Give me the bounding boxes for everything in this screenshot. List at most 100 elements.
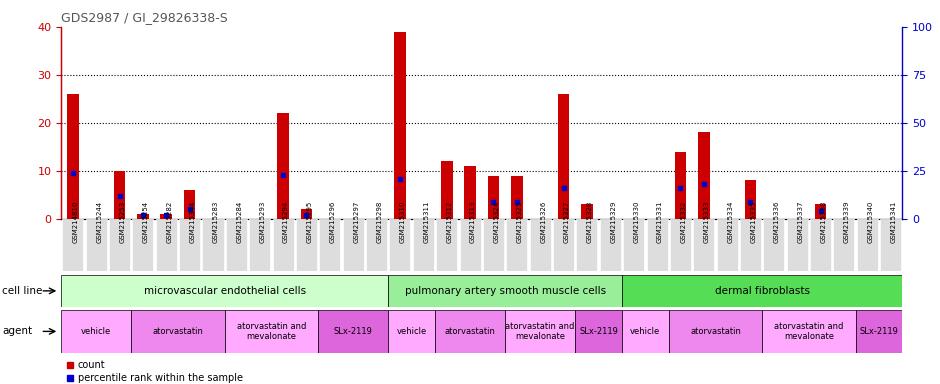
Legend: count, percentile rank within the sample: count, percentile rank within the sample [66,360,243,383]
FancyBboxPatch shape [810,219,831,271]
Bar [161,214,172,219]
Text: dermal fibroblasts: dermal fibroblasts [714,286,809,296]
Bar [575,310,622,353]
Text: pulmonary artery smooth muscle cells: pulmonary artery smooth muscle cells [404,286,605,296]
Text: GSM215310: GSM215310 [400,200,406,243]
Text: SLx-2119: SLx-2119 [859,327,899,336]
FancyBboxPatch shape [763,219,784,271]
Bar [184,190,196,219]
FancyBboxPatch shape [460,219,480,271]
Bar [744,180,757,219]
Text: GSM215340: GSM215340 [868,200,873,243]
Bar [557,94,570,219]
Text: SLx-2119: SLx-2119 [579,327,618,336]
Text: microvascular endothelial cells: microvascular endothelial cells [144,286,306,296]
Bar [435,310,505,353]
Bar [394,31,406,219]
Bar [132,310,225,353]
Bar [815,204,826,219]
Bar [464,166,476,219]
FancyBboxPatch shape [600,219,620,271]
Text: atorvastatin: atorvastatin [152,327,203,336]
Text: vehicle: vehicle [630,327,661,336]
FancyBboxPatch shape [834,219,854,271]
Bar [675,152,686,219]
Text: GSM215296: GSM215296 [330,200,336,243]
Bar [277,113,289,219]
FancyBboxPatch shape [740,219,761,271]
Text: GSM215333: GSM215333 [704,200,710,243]
FancyBboxPatch shape [156,219,177,271]
FancyBboxPatch shape [202,219,224,271]
FancyBboxPatch shape [693,219,714,271]
Text: GDS2987 / GI_29826338-S: GDS2987 / GI_29826338-S [61,11,227,24]
Text: GSM214810: GSM214810 [72,200,79,243]
FancyBboxPatch shape [553,219,574,271]
Text: agent: agent [2,326,32,336]
FancyBboxPatch shape [343,219,364,271]
FancyBboxPatch shape [320,219,340,271]
Bar [668,310,762,353]
FancyBboxPatch shape [389,219,411,271]
FancyBboxPatch shape [62,219,84,271]
Text: GSM215334: GSM215334 [728,200,733,243]
FancyBboxPatch shape [413,219,434,271]
Text: atorvastatin: atorvastatin [690,327,741,336]
Text: GSM215297: GSM215297 [353,200,359,243]
Text: vehicle: vehicle [397,327,427,336]
Text: GSM215339: GSM215339 [844,200,850,243]
Bar [488,176,499,219]
Bar [441,161,452,219]
Text: atorvastatin: atorvastatin [445,327,495,336]
FancyBboxPatch shape [109,219,130,271]
Bar [225,310,318,353]
FancyBboxPatch shape [366,219,387,271]
FancyBboxPatch shape [670,219,691,271]
Text: GSM215313: GSM215313 [470,200,476,243]
Text: GSM215294: GSM215294 [283,200,290,243]
Bar [505,310,575,353]
FancyBboxPatch shape [787,219,807,271]
FancyBboxPatch shape [249,219,271,271]
FancyBboxPatch shape [716,219,738,271]
FancyBboxPatch shape [483,219,504,271]
Text: GSM215298: GSM215298 [377,200,383,243]
Text: SLx-2119: SLx-2119 [334,327,372,336]
FancyBboxPatch shape [86,219,106,271]
Text: vehicle: vehicle [81,327,111,336]
Bar [137,214,149,219]
FancyBboxPatch shape [180,219,200,271]
Bar [388,310,435,353]
Text: GSM215330: GSM215330 [634,200,639,243]
Text: GSM215335: GSM215335 [750,200,757,243]
Text: GSM215344: GSM215344 [190,200,196,243]
Text: GSM215312: GSM215312 [446,200,453,243]
Text: GSM215284: GSM215284 [236,200,243,243]
Text: GSM215283: GSM215283 [213,200,219,243]
Text: GSM215282: GSM215282 [166,200,172,243]
Text: atorvastatin and
mevalonate: atorvastatin and mevalonate [237,322,306,341]
Bar [511,176,523,219]
Text: GSM215331: GSM215331 [657,200,663,243]
Text: GSM215337: GSM215337 [797,200,804,243]
Text: GSM215327: GSM215327 [564,200,570,243]
Text: GSM215336: GSM215336 [774,200,780,243]
Text: GSM215325: GSM215325 [517,200,523,243]
Text: GSM215324: GSM215324 [494,200,499,243]
Bar [318,310,388,353]
Bar [114,171,125,219]
FancyBboxPatch shape [647,219,667,271]
Text: GSM215338: GSM215338 [821,200,826,243]
FancyBboxPatch shape [133,219,153,271]
Bar [622,275,902,307]
Bar [61,310,132,353]
FancyBboxPatch shape [273,219,293,271]
Text: GSM215254: GSM215254 [143,200,149,243]
Text: GSM215253: GSM215253 [119,200,126,243]
Text: cell line: cell line [2,286,42,296]
Text: atorvastatin and
mevalonate: atorvastatin and mevalonate [775,322,843,341]
Text: GSM215341: GSM215341 [891,200,897,243]
FancyBboxPatch shape [436,219,457,271]
FancyBboxPatch shape [857,219,878,271]
FancyBboxPatch shape [623,219,644,271]
